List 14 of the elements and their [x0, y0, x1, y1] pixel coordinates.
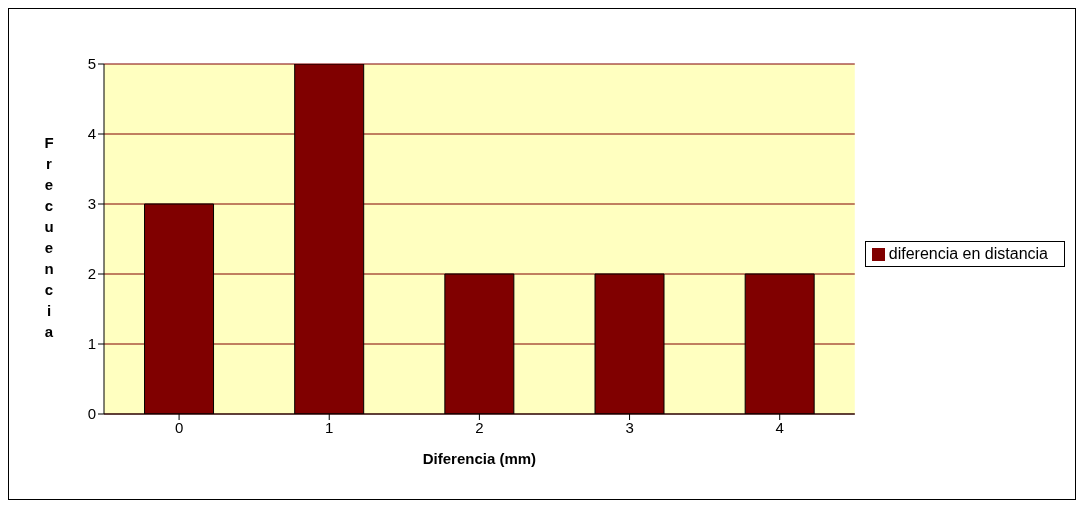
x-axis-title: Diferencia (mm) [422, 450, 537, 467]
x-tick-label: 4 [775, 418, 784, 436]
y-tick-label: 3 [87, 195, 96, 213]
x-tick-label: 3 [625, 418, 634, 436]
y-tick-label: 5 [87, 55, 96, 73]
y-tick-label: 4 [87, 125, 96, 143]
x-tick-label: 1 [325, 418, 334, 436]
text: Frecuencia [44, 134, 54, 341]
x-tick-label: 2 [475, 418, 484, 436]
x-tick-label: 0 [174, 418, 184, 436]
legend-label: diferencia en distancia [888, 245, 1048, 262]
y-tick-label: 0 [87, 405, 96, 423]
y-tick-label: 2 [87, 265, 96, 283]
y-tick-label: 1 [87, 335, 96, 353]
